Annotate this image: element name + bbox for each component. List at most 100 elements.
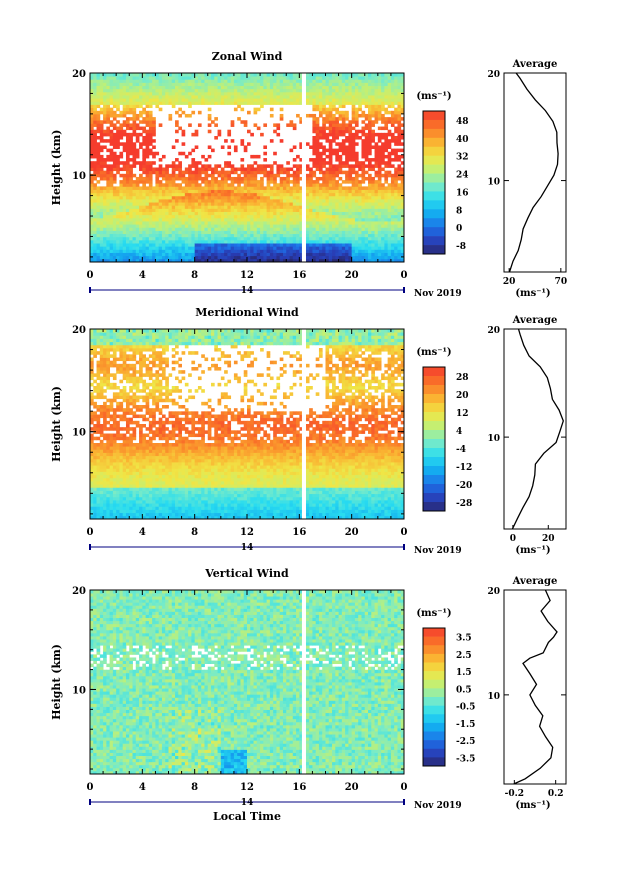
heatmap-cell (351, 249, 356, 253)
heatmap-cell (90, 500, 94, 504)
heatmap-cell (165, 221, 169, 225)
heatmap-cell (299, 88, 303, 93)
heatmap-cell (132, 217, 137, 222)
heatmap-cell (260, 208, 264, 212)
heatmap-cell (256, 95, 261, 99)
heatmap-cell (312, 217, 317, 222)
heatmap-cell (247, 129, 251, 134)
heatmap-cell (279, 221, 284, 225)
heatmap-cell (250, 173, 254, 178)
heatmap-cell (125, 88, 130, 93)
heatmap-cell (338, 170, 343, 175)
heatmap-cell (211, 208, 215, 212)
heatmap-cell (224, 98, 228, 102)
heatmap-cell (286, 82, 290, 86)
heatmap-cell (377, 88, 382, 93)
heatmap-cell (263, 88, 268, 93)
colorbar-segment (423, 119, 445, 130)
heatmap-cell (328, 230, 333, 235)
heatmap-cell (371, 214, 375, 219)
heatmap-cell (282, 176, 287, 181)
heatmap-cell (132, 101, 137, 105)
heatmap-cell (371, 205, 375, 209)
heatmap-cell (99, 186, 104, 190)
heatmap-cell (112, 255, 117, 260)
heatmap-cell (99, 205, 104, 209)
heatmap-cell (260, 199, 264, 203)
heatmap-cell (377, 151, 382, 156)
heatmap-cell (230, 230, 235, 235)
heatmap-cell (381, 233, 385, 238)
heatmap-cell (119, 214, 124, 219)
heatmap-cell (181, 208, 186, 212)
heatmap-cell (394, 176, 398, 181)
heatmap-cell (387, 208, 392, 212)
heatmap-cell (116, 91, 120, 96)
heatmap-cell (361, 249, 366, 253)
heatmap-cell (197, 202, 202, 206)
heatmap-cell (139, 132, 143, 137)
heatmap-cell (106, 493, 111, 498)
heatmap-cell (381, 173, 385, 178)
heatmap-cell (341, 120, 346, 124)
heatmap-cell (175, 95, 179, 99)
heatmap-cell (387, 255, 392, 260)
heatmap-cell (197, 211, 202, 216)
heatmap-cell (132, 243, 137, 247)
heatmap-cell (90, 376, 94, 381)
heatmap-cell (220, 170, 225, 175)
heatmap-cell (377, 98, 382, 102)
heatmap-cell (197, 95, 202, 99)
heatmap-cell (371, 158, 375, 162)
heatmap-cell (90, 436, 94, 441)
heatmap-cell (292, 249, 297, 253)
heatmap-cell (191, 227, 196, 231)
heatmap-cell (139, 221, 143, 225)
heatmap-cell (374, 79, 379, 83)
heatmap-cell (207, 243, 212, 247)
heatmap-cell (207, 239, 212, 244)
heatmap-cell (309, 208, 313, 212)
heatmap-cell (214, 255, 218, 260)
heatmap-cell (256, 79, 261, 83)
heatmap-cell (299, 239, 303, 244)
heatmap-cell (253, 214, 258, 219)
heatmap-cell (400, 246, 405, 250)
heatmap-cell (112, 189, 117, 194)
heatmap-cell (237, 246, 241, 250)
heatmap-cell (103, 252, 107, 257)
heatmap-cell (381, 205, 385, 209)
heatmap-cell (184, 233, 189, 238)
heatmap-cell (90, 88, 94, 93)
heatmap-cell (341, 192, 346, 197)
heatmap-cell (204, 224, 209, 228)
heatmap-cell (390, 173, 395, 178)
heatmap-cell (341, 139, 346, 143)
heatmap-cell (181, 91, 186, 96)
heatmap-cell (368, 239, 372, 244)
heatmap-cell (377, 236, 382, 241)
heatmap-cell (247, 195, 251, 200)
heatmap-cell (332, 205, 336, 209)
heatmap-cell (354, 211, 359, 216)
heatmap-cell (155, 227, 160, 231)
heatmap-cell (188, 205, 192, 209)
heatmap-cell (243, 249, 248, 253)
heatmap-cell (273, 186, 277, 190)
heatmap-cell (400, 221, 405, 225)
heatmap-cell (142, 167, 146, 172)
heatmap-cell (90, 252, 94, 257)
heatmap-cell (116, 208, 120, 212)
heatmap-cell (103, 427, 107, 431)
heatmap-cell (90, 439, 94, 444)
heatmap-cell (250, 249, 254, 253)
heatmap-cell (312, 104, 317, 109)
heatmap-cell (309, 113, 313, 118)
heatmap-cell (289, 123, 294, 127)
heatmap-cell (361, 180, 366, 184)
heatmap-cell (191, 217, 196, 222)
heatmap-cell (181, 214, 186, 219)
heatmap-cell (305, 208, 310, 212)
heatmap-cell (305, 217, 310, 222)
heatmap-cell (309, 88, 313, 93)
